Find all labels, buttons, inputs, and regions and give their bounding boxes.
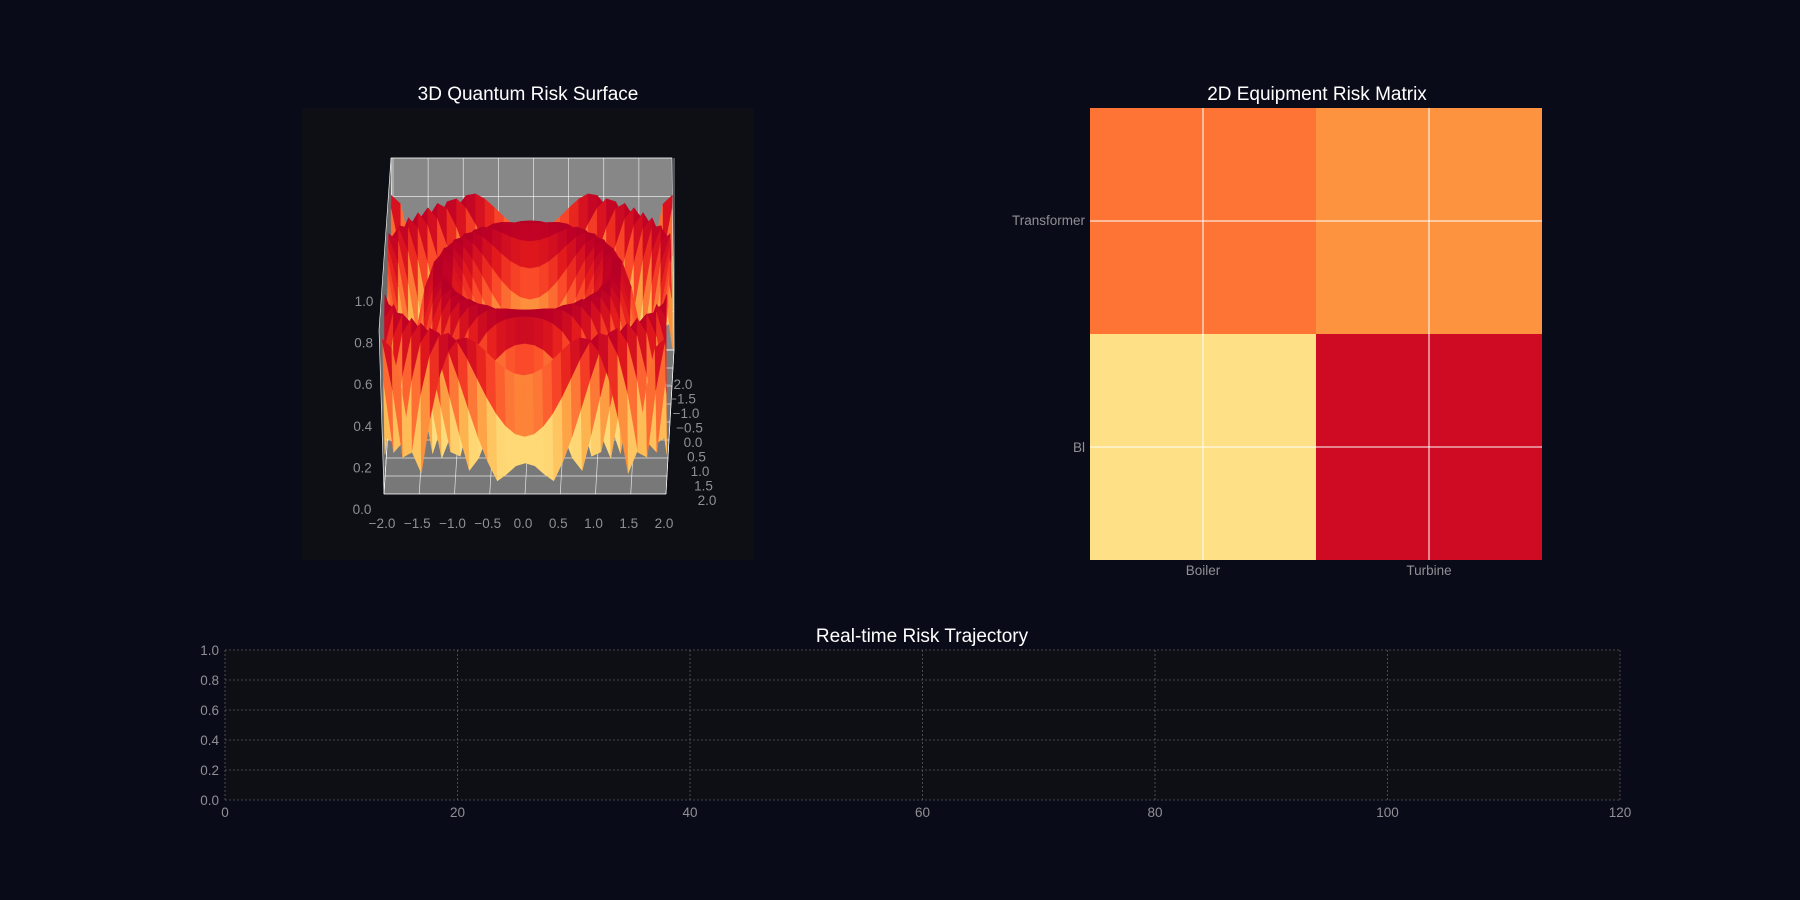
- surface-facet: [533, 317, 544, 351]
- trajectory-plot-area: [225, 650, 1620, 800]
- trajectory-y-tick: 0.8: [200, 673, 219, 688]
- matrix-col-label: Boiler: [1186, 563, 1221, 578]
- trajectory-y-tick: 0.2: [200, 763, 219, 778]
- matrix-title: 2D Equipment Risk Matrix: [1207, 84, 1427, 105]
- surface-facet: [523, 373, 535, 437]
- surface-y-tick: 2.0: [698, 493, 717, 508]
- matrix-col-label: Turbine: [1406, 563, 1451, 578]
- surface-facet: [532, 368, 544, 435]
- surface-facet: [504, 368, 516, 435]
- surface-x-tick: 1.5: [619, 516, 638, 531]
- surface-facet: [524, 309, 535, 318]
- trajectory-grid: [224, 649, 1621, 801]
- trajectory-y-tick: 1.0: [200, 643, 219, 658]
- matrix-cells: [1090, 108, 1542, 560]
- surface-y-tick: 0.5: [687, 450, 706, 465]
- surface-z-tick: 0.6: [354, 377, 373, 392]
- surface-facet: [515, 309, 526, 318]
- surface-y-tick: 1.5: [694, 479, 713, 494]
- surface-x-tick: −0.5: [474, 516, 501, 531]
- surface-facet: [529, 240, 540, 269]
- surface-facet: [515, 433, 526, 467]
- trajectory-x-tick: 20: [450, 805, 465, 820]
- surface-facet: [520, 222, 531, 242]
- surface-z-tick: 0.4: [353, 419, 372, 434]
- surface-x-tick: 0.0: [514, 516, 533, 531]
- surface-x-tick: −2.0: [369, 516, 396, 531]
- surface-facet: [524, 316, 535, 346]
- risk-matrix-chart: 2D Equipment Risk Matrix Boiler Turbine …: [1012, 84, 1542, 578]
- matrix-row-label: Transformer: [1012, 213, 1086, 228]
- matrix-grid: [1090, 108, 1542, 560]
- trajectory-chart: Real-time Risk Trajectory 0 20 40 60 80 100 12…: [200, 626, 1631, 820]
- trajectory-x-tick: 60: [915, 805, 930, 820]
- surface-z-tick: 0.0: [353, 502, 372, 517]
- surface-facet: [520, 240, 531, 269]
- surface-mesh: [381, 193, 673, 482]
- surface-z-tick: 0.8: [354, 336, 373, 351]
- surface-facet: [529, 266, 540, 300]
- surface-facet: [520, 266, 531, 300]
- surface-facet: [654, 338, 665, 391]
- trajectory-x-tick: 40: [682, 805, 697, 820]
- surface-y-tick: 0.0: [684, 435, 703, 450]
- surface-title: 3D Quantum Risk Surface: [418, 84, 639, 105]
- surface-y-tick: 1.0: [691, 464, 710, 479]
- trajectory-x-tick: 100: [1376, 805, 1399, 820]
- surface-facet: [514, 373, 525, 437]
- trajectory-y-tick: 0.6: [200, 703, 219, 718]
- surface-y-tick: −1.0: [673, 406, 700, 421]
- trajectory-title: Real-time Risk Trajectory: [816, 626, 1029, 647]
- surface-facet: [529, 222, 540, 242]
- surface-z-tick: 1.0: [355, 294, 374, 309]
- surface-x-tick: 1.0: [584, 516, 603, 531]
- surface-y-tick: −0.5: [676, 421, 703, 436]
- surface-facet: [515, 316, 525, 346]
- surface-y-tick: −2.0: [666, 377, 693, 392]
- surface-x-tick: 0.5: [549, 516, 568, 531]
- matrix-row-label: Bl: [1073, 440, 1085, 455]
- trajectory-x-tick: 120: [1609, 805, 1632, 820]
- surface-ticks: −2.0 −1.5 −1.0 −0.5 0.0 0.5 1.0 1.5 2.02.01.51.0…: [353, 294, 717, 531]
- trajectory-y-tick: 0.4: [200, 733, 219, 748]
- surface-z-tick: 0.2: [353, 460, 372, 475]
- trajectory-x-tick: 80: [1147, 805, 1162, 820]
- surface-chart: 3D Quantum Risk Surface −2.0 −1.5 −1.0 −0.5…: [302, 84, 754, 560]
- surface-y-tick: −1.5: [669, 392, 696, 407]
- surface-x-tick: −1.5: [404, 516, 431, 531]
- surface-x-tick: 2.0: [655, 516, 674, 531]
- surface-facet: [524, 433, 535, 467]
- surface-facet: [505, 317, 516, 351]
- trajectory-y-tick: 0.0: [200, 793, 219, 808]
- trajectory-x-tick: 0: [221, 805, 229, 820]
- surface-x-tick: −1.0: [439, 516, 466, 531]
- trajectory-ticks: 0 20 40 60 80 100 120 0.0 0.2 0.4 0.6 0.8 1.0: [200, 643, 1631, 820]
